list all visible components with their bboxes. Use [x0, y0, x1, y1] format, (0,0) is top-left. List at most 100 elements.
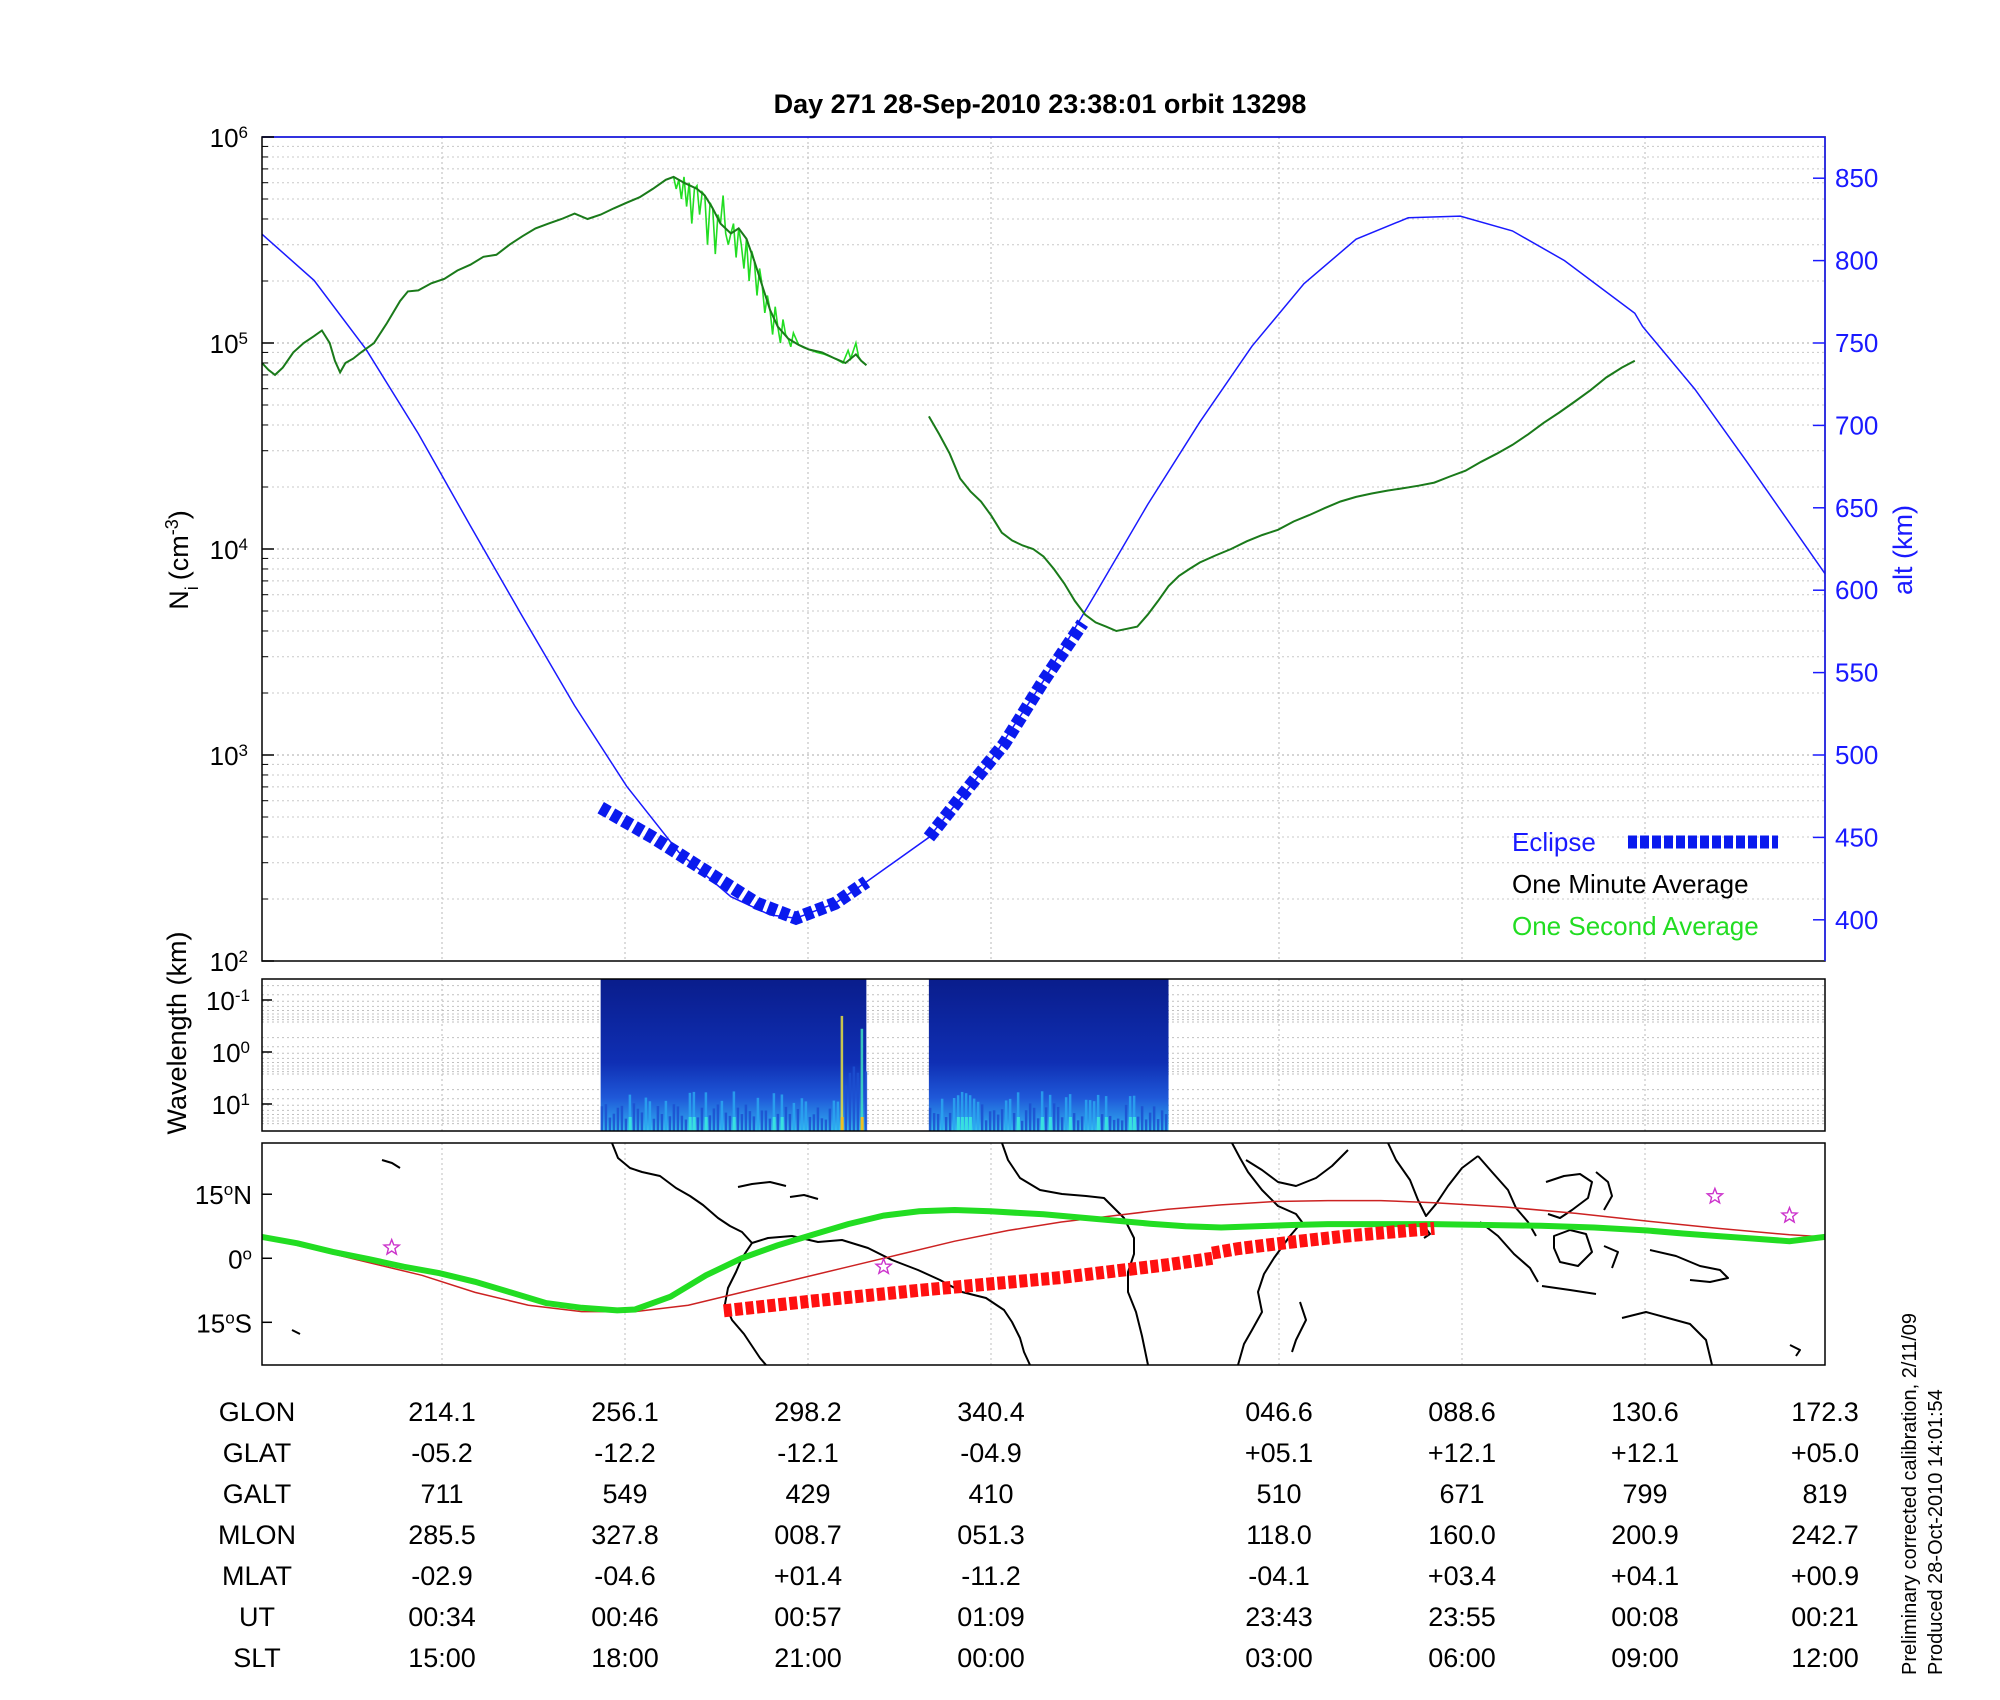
coastline-sulawesi: [1603, 1245, 1619, 1269]
spectrogram-streak: [796, 1108, 800, 1131]
map-grid: [441, 1143, 1646, 1365]
spectrogram-streak: [1036, 1118, 1040, 1131]
table-cell: -12.1: [777, 1438, 839, 1468]
table-cell: 118.0: [1246, 1520, 1312, 1550]
spectrogram-streak: [960, 1117, 964, 1131]
spectrogram-streak: [1000, 1109, 1004, 1131]
table-cell: +01.4: [774, 1561, 842, 1591]
spectrogram-streak: [700, 1107, 704, 1131]
ground-track-series: [261, 1186, 1826, 1318]
spectrogram-streak: [668, 1116, 672, 1131]
spectrogram-streak: [768, 1118, 772, 1131]
ground-track-line: [261, 1206, 1826, 1314]
tick-exponent: 3: [239, 741, 248, 760]
spectrogram-streak: [800, 1098, 804, 1131]
tick-exponent: -1: [235, 986, 250, 1005]
eclipse-track-segment: [1211, 1221, 1435, 1260]
coastline-new-guinea: [1649, 1249, 1729, 1283]
table-cell: 23:55: [1428, 1602, 1496, 1632]
spectrogram-streak: [808, 1116, 812, 1131]
magnetic-track-line: [261, 1199, 1826, 1313]
spectrogram-streak: [1012, 1112, 1016, 1131]
spectrogram-streak: [676, 1106, 680, 1131]
spectrogram-streak: [1104, 1117, 1108, 1131]
spectrogram-streak: [780, 1094, 784, 1131]
spectrogram-streak: [936, 1113, 940, 1131]
table-row-label: UT: [239, 1602, 275, 1632]
spectrogram-streak: [968, 1117, 972, 1131]
spectrogram-streak: [672, 1104, 676, 1131]
table-row-label: MLON: [218, 1520, 296, 1550]
spectrogram-streak: [956, 1117, 960, 1131]
tick-exponent: 6: [239, 123, 248, 142]
table-cell: 799: [1622, 1479, 1667, 1509]
spectrogram-streak: [604, 1104, 608, 1131]
spectrogram-streak: [1108, 1115, 1112, 1131]
table-cell: 21:00: [774, 1643, 842, 1673]
spectrogram-streak: [1128, 1096, 1132, 1131]
spectrogram-streak: [1088, 1100, 1092, 1131]
coastline-cuba: [737, 1181, 787, 1188]
coastline-arabia: [1245, 1149, 1349, 1187]
spectrogram-streak: [736, 1107, 740, 1131]
table-cell: 00:21: [1791, 1602, 1859, 1632]
map-y-tick-label: 0o: [228, 1244, 252, 1275]
spectrogram-streak: [944, 1117, 948, 1131]
footnote-calibration: Preliminary corrected calibration, 2/11/…: [1899, 1313, 1921, 1675]
spectrogram-streak: [1056, 1106, 1060, 1131]
spectrogram-streak: [1132, 1095, 1136, 1131]
altitude-y-tick-label: 450: [1835, 822, 1878, 852]
table-cell: 18:00: [591, 1643, 659, 1673]
table-cell: 00:46: [591, 1602, 659, 1632]
spectrogram-streak: [1084, 1099, 1088, 1131]
spectrogram-streak: [1124, 1104, 1128, 1131]
table-cell: 429: [785, 1479, 830, 1509]
tick-exponent: 0: [241, 1038, 250, 1057]
latitude-hemisphere: N: [233, 1180, 252, 1210]
table-cell: -11.2: [961, 1561, 1021, 1591]
tick-exponent: 5: [239, 329, 248, 348]
table-cell: 046.6: [1245, 1397, 1313, 1427]
degree-mark: o: [243, 1244, 252, 1263]
star-marker: [874, 1256, 894, 1275]
density-y-tick-label: 104: [210, 535, 248, 566]
spectrogram-streak: [692, 1091, 696, 1131]
density-y-tick-label: 106: [210, 123, 248, 154]
spectrogram-streak: [664, 1100, 668, 1131]
table-cell: 549: [602, 1479, 647, 1509]
coastline-southeast-asia: [1545, 1173, 1593, 1219]
spectrogram-streak: [620, 1105, 624, 1131]
spectrogram-streak: [828, 1108, 832, 1131]
table-cell: 819: [1802, 1479, 1847, 1509]
spectrogram-streak: [1068, 1094, 1072, 1131]
spectrogram-streak: [776, 1113, 780, 1131]
tick-base: 10: [210, 741, 239, 771]
table-cell: 00:08: [1611, 1602, 1679, 1632]
spectrogram-streak: [1052, 1103, 1056, 1131]
spectrogram-streak: [992, 1110, 996, 1131]
spectrogram-streak: [1048, 1094, 1052, 1131]
spectrogram-streak: [812, 1114, 816, 1131]
spectrogram-streak: [640, 1112, 644, 1131]
table-cell: 711: [420, 1479, 463, 1509]
table-cell: 510: [1256, 1479, 1301, 1509]
table-cell: -04.9: [960, 1438, 1022, 1468]
coastline-sumatra: [1479, 1221, 1539, 1283]
table-cell: 03:00: [1245, 1643, 1313, 1673]
spectrogram-y-label: Wavelength (km): [162, 931, 192, 1134]
spectrogram-streak: [1152, 1106, 1156, 1131]
altitude-y-label: alt (km): [1888, 505, 1918, 595]
spectrogram-streak: [952, 1098, 956, 1131]
tick-base: 10: [210, 123, 239, 153]
spectrogram-streak: [1008, 1098, 1012, 1131]
tick-base: 10: [212, 1038, 241, 1068]
spectrogram-streak: [860, 1117, 864, 1131]
spectrogram-streak: [1048, 1117, 1052, 1131]
altitude-y-ticks: 400 450 500 550 600 650 700 750 800 850: [1813, 163, 1878, 935]
spectrogram-streak: [692, 1117, 696, 1131]
altitude-y-tick-label: 550: [1835, 658, 1878, 688]
spectrogram-streak: [1024, 1110, 1028, 1131]
coastline-pacific-island: [1789, 1344, 1801, 1357]
